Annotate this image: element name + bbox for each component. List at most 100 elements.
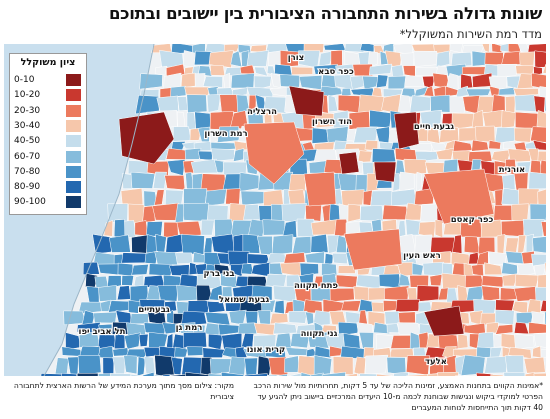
region-cell: [121, 275, 134, 286]
region-cell: [271, 234, 294, 256]
region-cell: [228, 356, 247, 376]
region-cell: [382, 204, 409, 220]
region-cell: [142, 371, 155, 376]
choropleth-map[interactable]: צורן כפר סבא הרצליה רמת השרון הוד השרון …: [4, 44, 546, 376]
region-cell: [313, 275, 325, 289]
source-note: מקור: צילום מסך מתוך מערכת המידע של הרשו…: [13, 381, 234, 401]
region-cell: [471, 263, 484, 277]
place-label-kfar-saba: כפר סבא: [318, 67, 354, 77]
legend-swatch: [66, 74, 81, 86]
region-cell: [523, 356, 546, 374]
region-cell: [359, 373, 378, 376]
region-cell: [494, 309, 515, 325]
legend-label: 60-70: [14, 151, 41, 162]
region-cell: [513, 286, 538, 302]
region-cell: [341, 87, 352, 97]
region-cell: [391, 188, 418, 206]
region-cell: [539, 159, 546, 175]
region-cell: [368, 63, 393, 76]
region-cell: [305, 203, 322, 222]
region-cell: [416, 285, 440, 302]
region-cell: [77, 355, 102, 376]
region-cell: [495, 299, 515, 312]
region-cell: [296, 218, 315, 238]
region-cell: [176, 284, 199, 302]
region-cell: [310, 233, 329, 253]
region-cell: [98, 323, 113, 334]
region-cell: [502, 140, 517, 150]
region-cell: [142, 205, 156, 223]
region-cell: [153, 374, 162, 376]
place-label-givat-haim: גבעת חיים: [414, 122, 454, 132]
region-cell: [398, 311, 416, 324]
region-cell: [493, 333, 502, 348]
region-cell: [534, 287, 546, 302]
region-cell: [482, 109, 504, 129]
region-cell: [182, 50, 196, 68]
legend-label: 0-10: [14, 75, 35, 85]
region-cell: [243, 121, 305, 185]
region-cell: [288, 372, 303, 376]
region-cell: [253, 322, 276, 336]
region-cell: [516, 73, 535, 89]
region-cell: [433, 44, 451, 54]
region-cell: [130, 373, 143, 376]
region-cell: [516, 161, 532, 176]
place-label-givat-shmuel: גבעת שמואל: [219, 295, 269, 305]
region-cell: [544, 96, 546, 112]
legend-swatch: [66, 89, 81, 102]
region-cell: [40, 373, 62, 376]
region-cell: [352, 63, 373, 77]
region-cells: [40, 44, 546, 376]
region-cell: [495, 324, 514, 335]
region-cell: [528, 322, 546, 334]
region-cell: [515, 64, 535, 75]
region-cell: [395, 299, 420, 313]
region-cell: [475, 372, 494, 376]
region-cell: [513, 141, 527, 151]
region-cell: [525, 233, 535, 255]
region-cell: [154, 65, 168, 76]
region-cell: [98, 285, 117, 302]
region-cell: [526, 298, 541, 314]
region-cell: [233, 148, 245, 162]
region-cell: [291, 236, 312, 255]
region-cell: [225, 188, 241, 205]
region-cell: [357, 150, 373, 163]
region-cell: [413, 50, 438, 67]
region-cell: [314, 345, 332, 359]
region-cell: [507, 148, 532, 163]
legend-item: 30-40: [14, 119, 84, 132]
region-cell: [177, 96, 189, 112]
region-cell: [278, 373, 288, 376]
region-cell: [324, 253, 334, 266]
region-cell: [463, 236, 481, 254]
region-cell: [341, 300, 362, 312]
region-cell: [313, 355, 333, 376]
region-cell: [533, 66, 543, 77]
region-cell: [476, 346, 491, 358]
region-cell: [82, 261, 100, 275]
place-labels: צורן כפר סבא הרצליה רמת השרון הוד השרון …: [77, 52, 526, 368]
region-cell: [244, 357, 258, 376]
region-cell: [522, 218, 545, 238]
region-cell: [537, 189, 546, 207]
region-cell: [529, 203, 546, 223]
region-cell: [268, 50, 281, 66]
region-cell: [139, 299, 166, 312]
region-cell: [118, 111, 175, 165]
region-cell: [404, 202, 422, 221]
place-label-kafr-qasim: כפר קאסם: [451, 215, 494, 225]
region-cell: [121, 252, 148, 264]
region-cell: [409, 95, 431, 113]
region-cell: [397, 322, 422, 336]
region-cell: [427, 373, 441, 376]
region-cell: [239, 172, 260, 192]
region-cell: [162, 374, 171, 376]
region-cell: [481, 275, 504, 288]
region-cell: [450, 51, 473, 68]
region-cell: [139, 73, 163, 90]
legend-swatch: [66, 181, 81, 194]
map-canvas[interactable]: צורן כפר סבא הרצליה רמת השרון הוד השרון …: [4, 44, 546, 376]
region-cell: [274, 300, 285, 315]
